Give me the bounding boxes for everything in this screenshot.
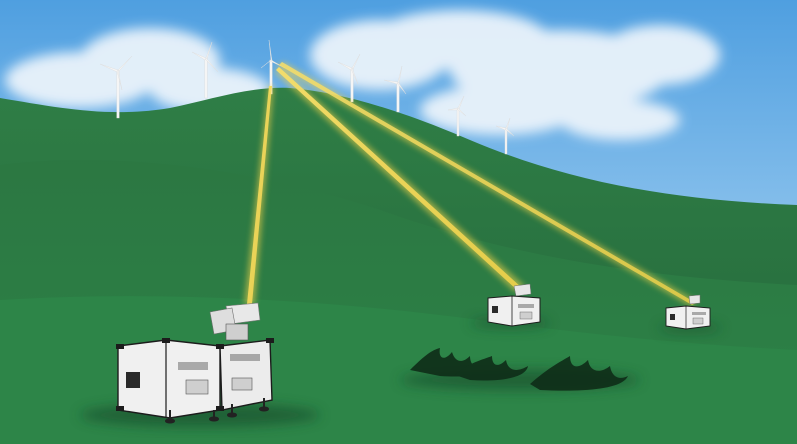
wind-farm-illustration <box>0 0 797 444</box>
scene-svg <box>0 0 797 444</box>
